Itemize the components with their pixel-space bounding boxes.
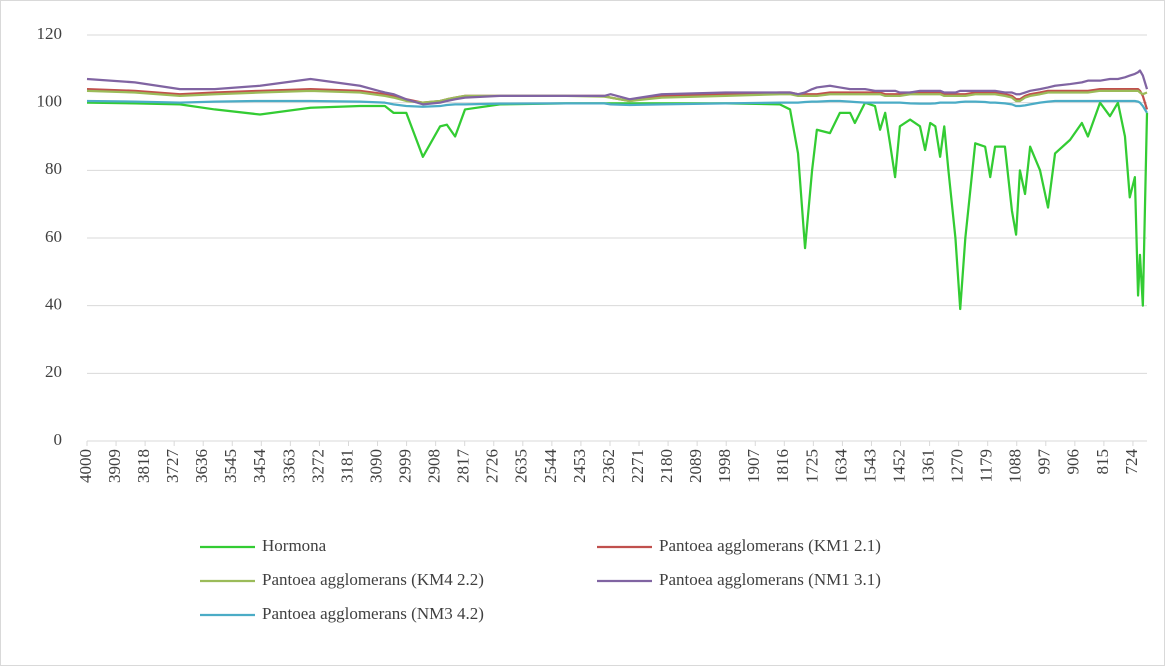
x-tick-label: 2544 <box>541 449 560 484</box>
y-tick-label: 100 <box>37 92 63 111</box>
legend-label: Pantoea agglomerans (KM4 2.2) <box>262 570 484 589</box>
x-tick-label: 2180 <box>657 449 676 483</box>
x-tick-label: 2908 <box>425 449 444 483</box>
series-line <box>86 69 1149 106</box>
x-tick-label: 2362 <box>599 449 618 483</box>
x-tick-label: 3636 <box>192 449 211 483</box>
x-tick-label: 1270 <box>948 449 967 483</box>
x-tick-label: 3272 <box>308 449 327 483</box>
legend-label: Pantoea agglomerans (NM1 3.1) <box>659 570 881 589</box>
legend-label: Hormona <box>262 536 327 555</box>
y-tick-label: 80 <box>45 159 62 178</box>
x-tick-label: 1179 <box>977 449 996 482</box>
x-tick-label: 724 <box>1122 449 1141 475</box>
y-tick-label: 60 <box>45 227 62 246</box>
x-tick-label: 3181 <box>337 449 356 483</box>
x-tick-label: 2999 <box>396 449 415 483</box>
x-tick-label: 3818 <box>134 449 153 483</box>
x-tick-label: 1361 <box>918 449 937 483</box>
legend-label: Pantoea agglomerans (KM1 2.1) <box>659 536 881 555</box>
x-tick-label: 1452 <box>889 449 908 483</box>
series-line <box>86 99 1148 114</box>
y-tick-label: 20 <box>45 362 62 381</box>
y-tick-label: 40 <box>45 295 62 314</box>
series-line <box>86 101 1149 311</box>
legend-label: Pantoea agglomerans (NM3 4.2) <box>262 604 484 623</box>
x-tick-label: 2453 <box>570 449 589 483</box>
x-tick-label: 3454 <box>250 449 269 484</box>
x-tick-label: 1907 <box>744 449 763 484</box>
x-tick-label: 2817 <box>454 449 473 484</box>
x-tick-label: 1725 <box>802 449 821 483</box>
x-tick-label: 4000 <box>76 449 95 483</box>
x-tick-label: 906 <box>1064 449 1083 475</box>
x-tick-label: 1634 <box>831 449 850 484</box>
x-tick-label: 1543 <box>860 449 879 483</box>
x-tick-label: 3545 <box>221 449 240 483</box>
x-tick-label: 3909 <box>105 449 124 483</box>
series-line <box>86 89 1148 104</box>
x-tick-label: 3727 <box>163 449 182 484</box>
y-tick-label: 0 <box>54 430 63 449</box>
x-tick-label: 1088 <box>1006 449 1025 483</box>
x-tick-label: 2726 <box>483 449 502 483</box>
x-tick-label: 2635 <box>512 449 531 483</box>
x-tick-label: 3090 <box>366 449 385 483</box>
x-tick-label: 2089 <box>686 449 705 483</box>
x-tick-label: 1998 <box>715 449 734 483</box>
y-tick-label: 120 <box>37 24 63 43</box>
x-tick-label: 3363 <box>279 449 298 483</box>
x-tick-label: 2271 <box>628 449 647 483</box>
x-tick-label: 815 <box>1093 449 1112 475</box>
x-tick-label: 1816 <box>773 449 792 483</box>
x-tick-label: 997 <box>1035 449 1054 475</box>
